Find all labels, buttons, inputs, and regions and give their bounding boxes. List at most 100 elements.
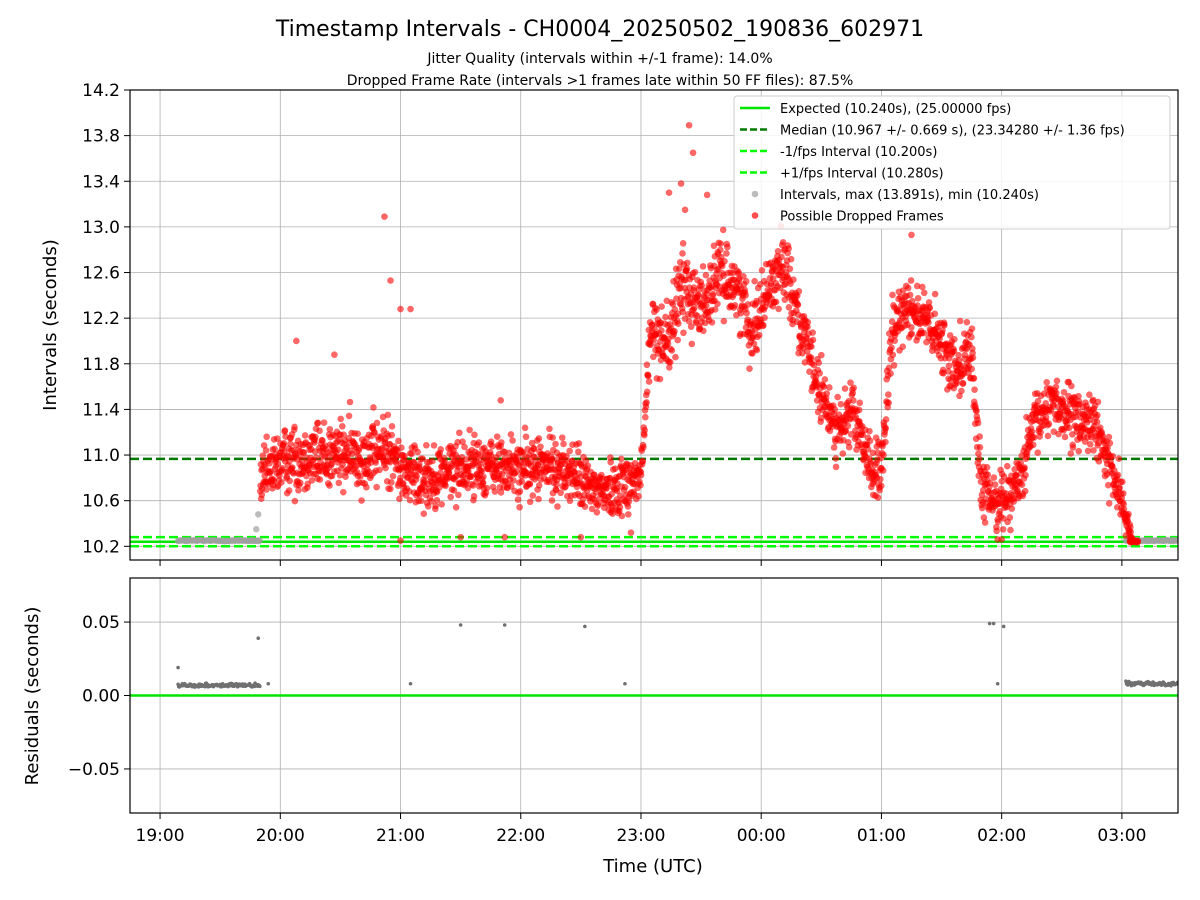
dropped-frame-point [558, 434, 566, 441]
dropped-frame-point [510, 477, 517, 484]
dropped-frame-point [951, 335, 958, 343]
residual-point [176, 665, 180, 670]
dropped-frame-point [731, 302, 739, 309]
dropped-frame-point [685, 318, 693, 325]
dropped-frame-point [899, 287, 907, 294]
dropped-frame-point [687, 323, 695, 330]
dropped-frame-point [1105, 500, 1113, 507]
dropped-frame-point [1061, 433, 1069, 441]
dropped-frame-point [681, 206, 689, 214]
dropped-frame-point [907, 277, 915, 284]
dropped-frame-point [470, 493, 478, 500]
dropped-frame-point [974, 419, 982, 427]
dropped-frame-point [373, 419, 381, 427]
bottom-axes-frame [129, 577, 1179, 814]
dropped-frame-point [755, 331, 763, 339]
dropped-frame-point [516, 503, 523, 511]
dropped-frame-point [856, 399, 864, 407]
dropped-frame-point [398, 444, 405, 451]
dropped-frame-point [340, 431, 347, 439]
dropped-frame-point [808, 343, 815, 350]
dropped-frame-point [984, 471, 992, 478]
dropped-frame-point [331, 351, 338, 358]
interval-point [256, 537, 263, 544]
dropped-frame-point [325, 452, 332, 459]
dropped-frame-point [889, 291, 896, 299]
dropped-frame-point [455, 491, 462, 499]
dropped-frame-point [643, 361, 651, 369]
top-y-tick-label: 13.0 [82, 218, 120, 238]
dropped-frame-point [970, 374, 978, 382]
dropped-frame-point [1043, 379, 1051, 386]
dropped-frame-point [395, 437, 402, 445]
dropped-frame-point [887, 370, 894, 377]
residual-point [991, 621, 996, 626]
dropped-frame-point [625, 497, 633, 505]
dropped-frame-point [650, 353, 657, 361]
legend-label: Intervals, max (13.891s), min (10.240s) [780, 188, 1039, 203]
dropped-frame-point [471, 431, 478, 439]
legend-label: +1/fps Interval (10.280s) [780, 167, 944, 182]
dropped-frame-point [575, 440, 583, 447]
x-tick-label: 21:00 [376, 826, 425, 846]
dropped-frame-point [526, 498, 534, 506]
dropped-frame-point [1104, 481, 1112, 489]
dropped-frame-point [618, 512, 626, 520]
dropped-frame-point [991, 481, 999, 488]
interval-point [255, 511, 262, 518]
dropped-frame-point [1114, 471, 1122, 479]
dropped-frame-point [262, 447, 270, 454]
dropped-frame-point [779, 238, 787, 246]
dropped-frame-point [1105, 433, 1113, 441]
dropped-frame-point [882, 425, 890, 432]
top-y-tick-label: 14.2 [82, 81, 120, 101]
dropped-frame-point [647, 341, 655, 349]
top-y-tick-label: 11.4 [82, 400, 120, 420]
dropped-frame-point [339, 422, 346, 430]
residual-point [583, 624, 587, 629]
dropped-frame-point [968, 325, 976, 332]
dropped-frame-point [821, 376, 829, 383]
dropped-frame-point [581, 503, 589, 510]
dropped-frame-point [692, 318, 700, 325]
dropped-frame-point [708, 319, 716, 326]
dropped-frame-point [357, 472, 364, 480]
dropped-frame-point [669, 300, 677, 308]
legend-label: Possible Dropped Frames [780, 210, 944, 225]
dropped-frame-point [336, 471, 344, 479]
dropped-frame-point [345, 412, 353, 420]
dropped-frame-point [513, 468, 521, 475]
dropped-frame-point [554, 503, 561, 510]
dropped-frame-point [382, 464, 389, 472]
dropped-frame-point [859, 431, 866, 439]
chart-title: Timestamp Intervals - CH0004_20250502_19… [275, 17, 924, 42]
dropped-frame-point [387, 485, 394, 493]
dropped-frame-point [1008, 505, 1016, 512]
dropped-frame-point [1021, 487, 1029, 495]
dropped-frame-point [658, 327, 665, 334]
dropped-frame-point [1000, 473, 1008, 480]
dropped-frame-point [1067, 450, 1075, 457]
dropped-frame-point [408, 450, 415, 458]
dropped-frame-point [958, 387, 965, 395]
dropped-frame-point [560, 440, 567, 448]
dropped-frame-point [537, 443, 544, 451]
dropped-frame-point [1127, 528, 1135, 536]
dropped-frame-point [371, 428, 378, 436]
dropped-frame-point [885, 364, 893, 372]
dropped-frame-point [286, 477, 294, 485]
top-data-layer [130, 121, 1178, 548]
dropped-frame-point [459, 438, 466, 445]
dropped-frame-point [535, 495, 542, 503]
dropped-frame-point [761, 314, 768, 321]
dropped-frame-point [1022, 471, 1029, 479]
dropped-frame-point [983, 463, 991, 471]
x-tick-label: 01:00 [857, 826, 906, 846]
dropped-frame-point [700, 327, 707, 335]
dropped-frame-point [1109, 452, 1117, 460]
dropped-frame-point [953, 379, 960, 387]
dropped-frame-point [384, 411, 392, 419]
dropped-frame-point [1068, 382, 1075, 390]
dropped-frame-point [642, 413, 649, 421]
dropped-frame-point [1120, 490, 1127, 497]
